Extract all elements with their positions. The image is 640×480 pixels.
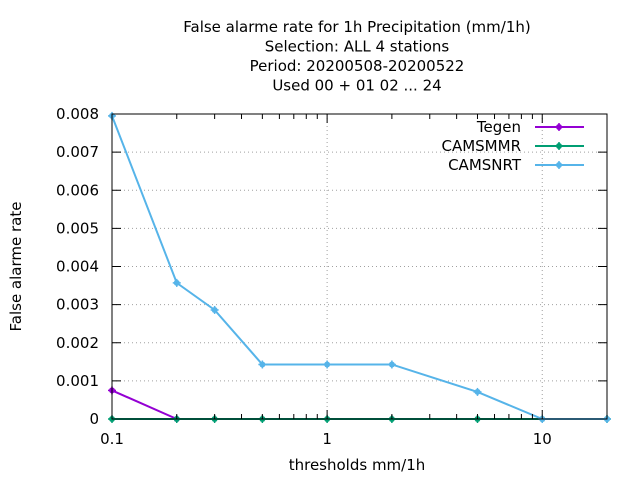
data-point-camsnrt bbox=[210, 305, 219, 314]
y-tick-label: 0.002 bbox=[56, 334, 99, 352]
data-point-camsnrt bbox=[258, 360, 267, 369]
legend-marker-camsmmr bbox=[555, 142, 563, 150]
series-line-tegen bbox=[111, 389, 178, 420]
title-line-4: Used 00 + 01 02 ... 24 bbox=[272, 77, 441, 95]
x-tick-label: 0.1 bbox=[100, 430, 124, 448]
title-line-3: Period: 20200508-20200522 bbox=[250, 57, 465, 75]
y-tick-label: 0.003 bbox=[56, 296, 99, 314]
y-tick-label: 0.007 bbox=[56, 143, 99, 161]
legend-label-tegen: Tegen bbox=[476, 118, 521, 136]
legend-marker-camsnrt bbox=[555, 161, 563, 169]
y-tick-label: 0.001 bbox=[56, 372, 99, 390]
x-tick-label: 10 bbox=[533, 430, 552, 448]
legend-label-camsmmr: CAMSMMR bbox=[441, 137, 521, 155]
x-tick-label: 1 bbox=[322, 430, 332, 448]
y-tick-label: 0.004 bbox=[56, 258, 99, 276]
y-tick-label: 0.008 bbox=[56, 105, 99, 123]
legend-marker-tegen bbox=[555, 123, 563, 131]
data-point-camsnrt bbox=[387, 360, 396, 369]
x-axis-label: thresholds mm/1h bbox=[289, 456, 426, 474]
chart-title: False alarme rate for 1h Precipitation (… bbox=[183, 18, 531, 95]
grid bbox=[112, 114, 607, 419]
series-lines bbox=[108, 111, 611, 423]
series-tegen bbox=[108, 386, 181, 423]
title-line-2: Selection: ALL 4 stations bbox=[265, 38, 450, 56]
title-line-1: False alarme rate for 1h Precipitation (… bbox=[183, 18, 531, 36]
data-point-camsnrt bbox=[473, 387, 482, 396]
y-axis-label: False alarme rate bbox=[7, 202, 25, 332]
y-tick-label: 0.006 bbox=[56, 181, 99, 199]
data-point-camsnrt bbox=[323, 360, 332, 369]
y-tick-label: 0 bbox=[89, 410, 99, 428]
data-point-camsnrt bbox=[172, 278, 181, 287]
axis-ticks bbox=[111, 113, 608, 420]
series-camsnrt bbox=[108, 111, 611, 423]
tick-labels: 0 0.001 0.002 0.003 0.004 0.005 0.006 0.007 0.00… bbox=[56, 105, 552, 448]
legend-label-camsnrt: CAMSNRT bbox=[448, 156, 522, 174]
y-tick-label: 0.005 bbox=[56, 219, 99, 237]
series-line-camsnrt bbox=[111, 115, 607, 420]
